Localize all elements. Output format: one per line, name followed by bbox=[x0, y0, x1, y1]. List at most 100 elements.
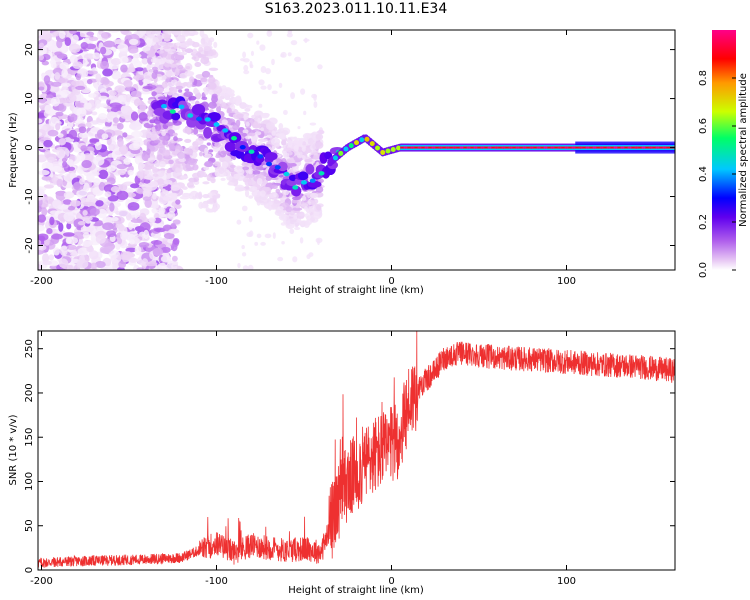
spectrogram-speckle bbox=[38, 131, 43, 137]
spectrogram-speckle bbox=[41, 175, 52, 181]
spectrogram-speckle bbox=[256, 177, 263, 185]
spectrogram-speckle bbox=[133, 60, 142, 69]
spectrogram-ridge-blob bbox=[191, 103, 206, 116]
spectrogram-speckle bbox=[186, 81, 193, 88]
spectrogram-speckle bbox=[162, 149, 171, 157]
spectrogram-speckle bbox=[168, 23, 174, 29]
spectrogram-speckle bbox=[156, 152, 166, 162]
spectrogram-speckle bbox=[94, 260, 106, 268]
spectrogram-speckle bbox=[118, 224, 125, 232]
spectrogram-carrier-dot bbox=[550, 146, 555, 149]
spectrogram-speckle bbox=[98, 169, 109, 180]
spectrogram-speckle bbox=[77, 220, 86, 226]
spectrogram-speckle bbox=[300, 203, 309, 208]
spectrogram-speckle bbox=[100, 32, 112, 39]
spectrogram-speckle bbox=[250, 50, 255, 57]
spectrogram-speckle bbox=[181, 192, 191, 197]
spectrogram-speckle bbox=[151, 192, 157, 200]
spectrogram-speckle bbox=[282, 109, 288, 116]
spectrogram-speckle bbox=[109, 90, 117, 96]
spectrogram-speckle bbox=[171, 79, 178, 85]
spectrogram-speckle bbox=[301, 195, 307, 201]
spectrogram-speckle bbox=[160, 255, 172, 263]
spectrogram-speckle bbox=[144, 170, 150, 175]
spectrogram-speckle bbox=[192, 48, 198, 55]
spectrogram-carrier-dot bbox=[431, 146, 436, 149]
spectrogram-speckle bbox=[56, 178, 64, 188]
spectrogram-speckle bbox=[58, 222, 64, 232]
spectrogram-speckle bbox=[293, 215, 298, 220]
spectrogram-ridge-core bbox=[274, 165, 281, 170]
spectrogram-speckle bbox=[38, 214, 47, 223]
spectrogram-carrier-dot bbox=[662, 146, 667, 149]
spectrogram-speckle bbox=[289, 228, 295, 235]
spectrogram-speckle bbox=[109, 202, 115, 212]
spectrogram-speckle bbox=[39, 42, 45, 48]
spectrogram-speckle bbox=[76, 259, 89, 269]
spectrogram-speckle bbox=[151, 91, 157, 97]
spectrogram-speckle bbox=[143, 178, 151, 184]
spectrogram-speckle bbox=[46, 228, 53, 235]
spectrogram-speckle bbox=[251, 190, 262, 198]
spectrogram-speckle bbox=[301, 147, 306, 152]
spectrogram-speckle bbox=[242, 265, 249, 270]
spectrogram-speckle bbox=[78, 132, 89, 139]
spectrogram-speckle bbox=[300, 88, 306, 95]
spectrogram-speckle bbox=[69, 54, 78, 64]
spectrogram-speckle bbox=[99, 46, 107, 55]
spectrogram-speckle bbox=[186, 38, 193, 45]
snr-x-tick-label: 0 bbox=[388, 576, 394, 587]
spectrogram-speckle bbox=[110, 107, 121, 113]
spectrogram-speckle bbox=[258, 103, 263, 108]
spectrogram-speckle bbox=[119, 56, 129, 64]
spectrogram-speckle bbox=[170, 25, 175, 28]
spectrogram-speckle bbox=[55, 111, 64, 117]
spectrogram-speckle bbox=[137, 162, 144, 172]
spectrogram-speckle bbox=[176, 36, 186, 42]
spectrogram-speckle bbox=[265, 68, 271, 75]
spectrogram-speckle bbox=[210, 177, 216, 184]
spectrogram-speckle bbox=[139, 212, 147, 222]
spectrogram-speckle bbox=[152, 36, 159, 42]
spectrogram-x-tick-label: 100 bbox=[557, 276, 576, 287]
colorbar-tick-label: 0.8 bbox=[698, 70, 709, 86]
spectrogram-speckle bbox=[38, 239, 42, 245]
snr-y-axis: 0 50 100 150 200 250 bbox=[24, 339, 675, 573]
spectrogram-speckle bbox=[66, 222, 72, 230]
spectrogram-speckle bbox=[153, 45, 158, 50]
spectrogram-speckle bbox=[170, 184, 181, 191]
spectrogram-carrier-dot bbox=[634, 146, 639, 149]
spectrogram-speckle bbox=[166, 170, 172, 174]
spectrogram-speckle bbox=[247, 264, 254, 270]
spectrogram-speckle bbox=[103, 40, 116, 48]
spectrogram-speckle bbox=[204, 153, 212, 159]
spectrogram-speckle bbox=[290, 219, 297, 223]
spectrogram-speckle bbox=[144, 175, 155, 180]
spectrogram-speckle bbox=[152, 166, 158, 174]
spectrogram-carrier-dot bbox=[417, 146, 422, 149]
spectrogram-speckle bbox=[41, 207, 48, 217]
spectrogram-speckle bbox=[38, 51, 45, 56]
spectrogram-speckle bbox=[192, 164, 199, 171]
spectrogram-ridge-core bbox=[266, 161, 272, 167]
spectrogram-speckle bbox=[299, 213, 305, 217]
spectrogram-speckle bbox=[61, 157, 68, 163]
spectrogram-speckle bbox=[117, 43, 129, 52]
spectrogram-speckle bbox=[174, 68, 180, 76]
spectrogram-speckle bbox=[117, 169, 126, 176]
spectrogram-speckle bbox=[95, 73, 102, 83]
spectrogram-speckle bbox=[192, 31, 199, 36]
spectrogram-speckle bbox=[260, 85, 267, 90]
spectrogram-speckle bbox=[194, 192, 202, 199]
spectrogram-carrier-dot bbox=[487, 146, 492, 149]
spectrogram-speckle bbox=[287, 140, 293, 148]
spectrogram-speckle bbox=[205, 208, 216, 213]
spectrogram-carrier-dot bbox=[592, 146, 597, 149]
spectrogram-speckle bbox=[168, 25, 175, 29]
spectrogram-speckle bbox=[186, 181, 194, 188]
spectrogram-speckle bbox=[88, 36, 99, 41]
spectrogram-speckle bbox=[47, 156, 55, 163]
spectrogram-speckle bbox=[98, 113, 107, 120]
spectrogram-speckle bbox=[194, 61, 202, 68]
spectrogram-speckle bbox=[257, 117, 261, 124]
